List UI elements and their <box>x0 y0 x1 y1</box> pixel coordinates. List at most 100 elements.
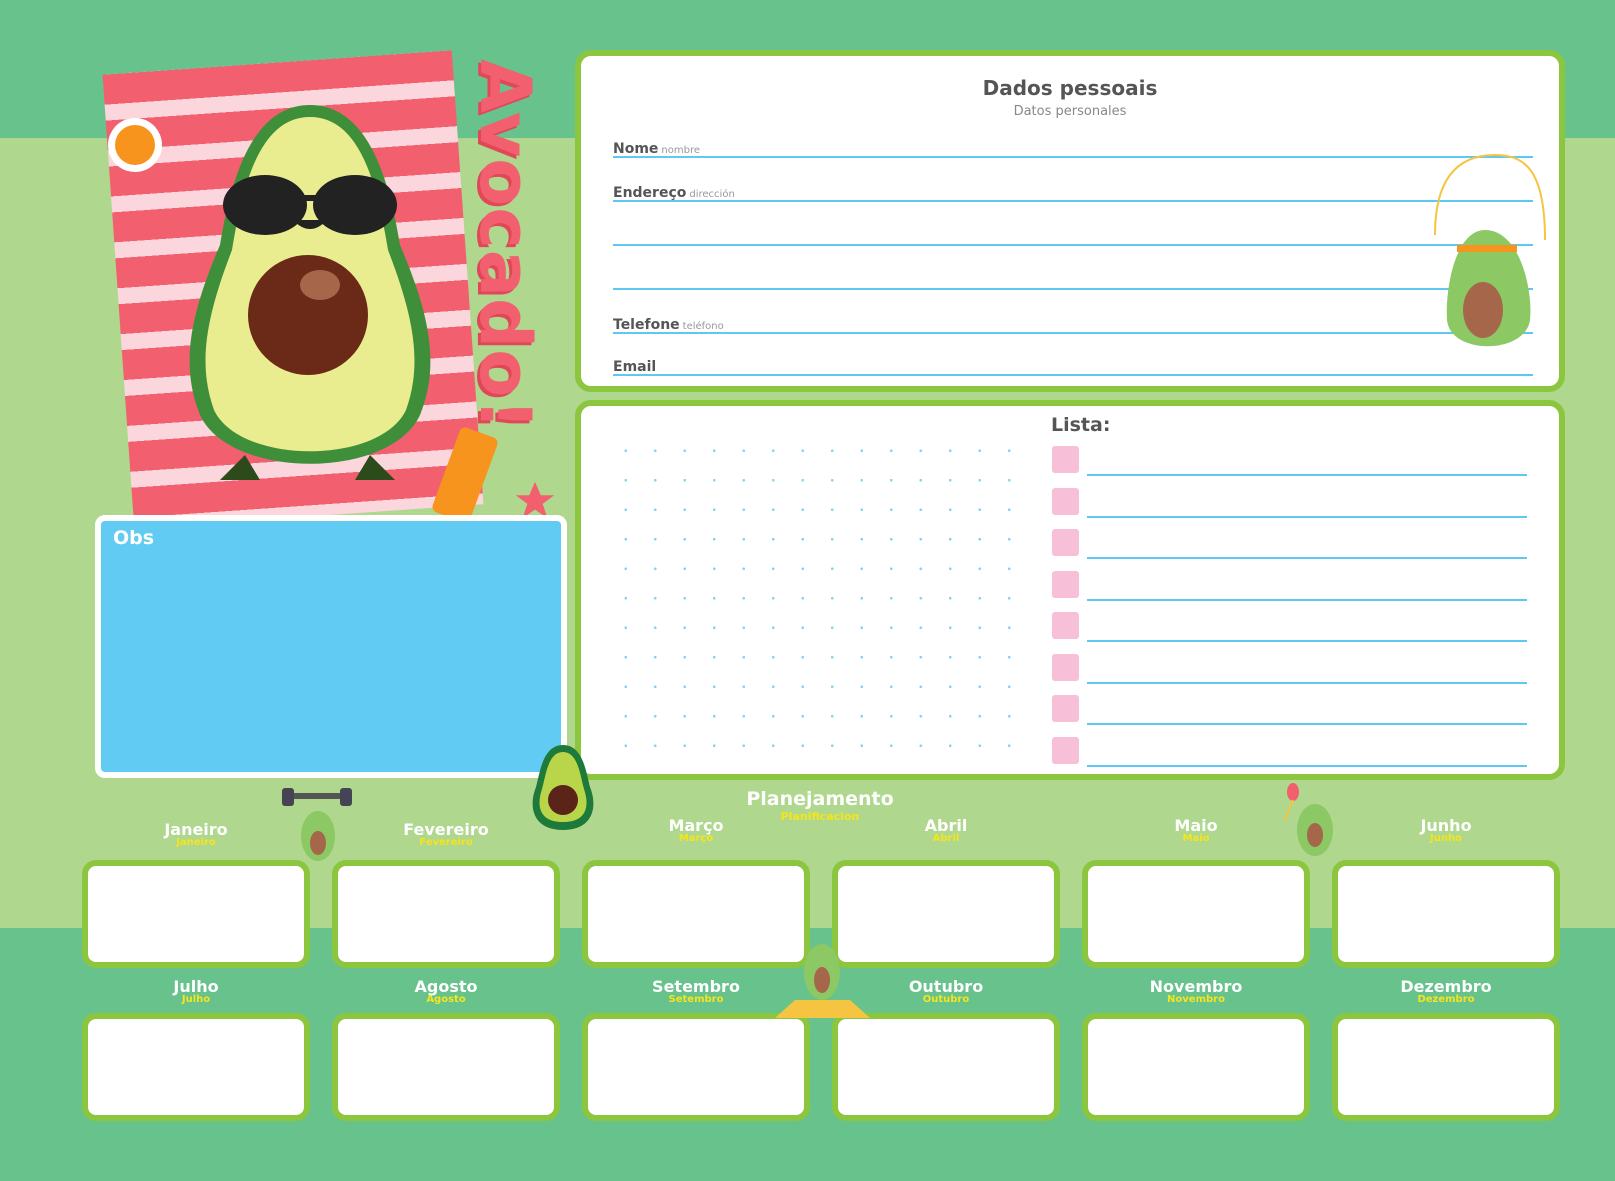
personal-subtitle: Datos personales <box>1013 104 1127 119</box>
list-checkbox[interactable] <box>1052 570 1079 598</box>
list-line[interactable] <box>1087 640 1527 642</box>
list-item[interactable] <box>1052 612 1527 642</box>
month-box-dezembro[interactable] <box>1332 1013 1560 1121</box>
month-name: Junho <box>1420 816 1472 835</box>
month-label-abril: Abril Abril <box>832 816 1060 844</box>
month-box-janeiro[interactable] <box>82 860 310 968</box>
month-name: Outubro <box>908 977 984 996</box>
month-box-maio[interactable] <box>1082 860 1310 968</box>
month-label-novembro: Novembro Novembro <box>1082 977 1310 1005</box>
address-sublabel: dirección <box>689 189 735 200</box>
address-line-3[interactable] <box>613 270 1533 290</box>
month-subname: Março <box>678 833 714 844</box>
month-subname: Agosto <box>426 994 466 1005</box>
month-subname: Abril <box>932 833 960 844</box>
month-subname: Outubro <box>922 994 970 1005</box>
personal-data-panel: Dados pessoais Datos personales Nome nomb… <box>575 50 1565 392</box>
list-checkbox[interactable] <box>1052 487 1079 515</box>
list-line[interactable] <box>1087 723 1527 725</box>
month-box-julho[interactable] <box>82 1013 310 1121</box>
month-box-marco[interactable] <box>582 860 810 968</box>
list-line[interactable] <box>1087 681 1527 684</box>
month-box-setembro[interactable] <box>582 1013 810 1121</box>
personal-title: Dados pessoais <box>982 76 1158 100</box>
month-name: Novembro <box>1149 977 1243 996</box>
avocado-yoga-illustration <box>775 944 870 1018</box>
list-item[interactable] <box>1052 529 1527 559</box>
month-subname: Dezembro <box>1417 994 1475 1005</box>
list-line[interactable] <box>1087 515 1527 518</box>
list-panel: Lista: <box>575 400 1565 780</box>
avocado-badminton-illustration <box>1284 783 1333 856</box>
avocado-sunglasses-illustration <box>189 105 431 480</box>
month-name: Maio <box>1174 816 1218 835</box>
obs-label: Obs <box>113 527 155 549</box>
month-box-fevereiro[interactable] <box>332 860 560 968</box>
list-item[interactable] <box>1052 446 1527 476</box>
list-checkbox[interactable] <box>1052 695 1079 722</box>
month-label-junho: Junho Junho <box>1332 816 1560 844</box>
name-label: Nome <box>613 141 659 157</box>
month-name: Janeiro <box>164 820 228 839</box>
avocado-jump-rope-illustration <box>1434 153 1546 347</box>
month-box-abril[interactable] <box>832 860 1060 968</box>
address-line-2[interactable] <box>613 226 1533 246</box>
planning-subtitle: Planificacion <box>780 810 860 823</box>
month-label-julho: Julho Julho <box>82 977 310 1005</box>
name-sublabel: nombre <box>661 145 701 156</box>
month-name: Fevereiro <box>403 820 489 839</box>
address-field[interactable]: Endereço dirección <box>613 182 1533 202</box>
email-field[interactable]: Email <box>613 356 1533 376</box>
list-line[interactable] <box>1087 598 1527 601</box>
list-item[interactable] <box>1052 736 1527 767</box>
month-box-agosto[interactable] <box>332 1013 560 1121</box>
month-subname: Junho <box>1430 833 1462 844</box>
month-name: Setembro <box>652 977 740 996</box>
phone-sublabel: teléfono <box>682 321 724 332</box>
phone-label: Telefone <box>613 317 680 333</box>
month-label-janeiro: Janeiro Janeiro <box>82 820 310 848</box>
phone-field[interactable]: Telefone teléfono <box>613 314 1533 334</box>
star-icon <box>515 481 555 519</box>
brand-title: Avocado! <box>464 58 546 432</box>
month-label-setembro: Setembro Setembro <box>582 977 810 1005</box>
month-subname: Janeiro <box>176 837 216 848</box>
list-line[interactable] <box>1087 557 1527 559</box>
obs-box[interactable]: Obs <box>95 515 567 778</box>
list-item[interactable] <box>1052 570 1527 601</box>
month-name: Julho <box>173 977 219 996</box>
month-name: Abril <box>924 816 968 835</box>
list-item[interactable] <box>1052 695 1527 725</box>
email-label: Email <box>613 359 657 375</box>
list-line[interactable] <box>1087 764 1527 767</box>
orange-juice-icon <box>108 118 162 172</box>
dot-grid-area[interactable] <box>611 436 1031 766</box>
list-checkbox[interactable] <box>1052 736 1079 764</box>
month-subname: Novembro <box>1167 994 1225 1005</box>
list-checkbox[interactable] <box>1052 446 1079 473</box>
address-label: Endereço <box>613 185 687 201</box>
month-subname: Maio <box>1182 833 1210 844</box>
list-item[interactable] <box>1052 487 1527 518</box>
avocado-half-icon <box>532 745 594 830</box>
planning-header: Planejamento Planificacion <box>720 788 920 823</box>
list-checkbox[interactable] <box>1052 529 1079 556</box>
avocado-weightlifting-illustration <box>282 788 352 861</box>
month-label-maio: Maio Maio <box>1082 816 1310 844</box>
month-name: Março <box>668 816 724 835</box>
list-checkbox[interactable] <box>1052 612 1079 639</box>
list-checkbox[interactable] <box>1052 653 1079 681</box>
planning-title: Planejamento <box>746 788 894 810</box>
name-field[interactable]: Nome nombre <box>613 138 1533 158</box>
month-label-agosto: Agosto Agosto <box>332 977 560 1005</box>
month-label-marco: Março Março <box>582 816 810 844</box>
list-line[interactable] <box>1087 474 1527 476</box>
month-name: Agosto <box>414 977 478 996</box>
month-label-outubro: Outubro Outubro <box>832 977 1060 1005</box>
month-box-outubro[interactable] <box>832 1013 1060 1121</box>
month-box-junho[interactable] <box>1332 860 1560 968</box>
list-item[interactable] <box>1052 653 1527 684</box>
month-subname: Setembro <box>668 994 724 1005</box>
list-title: Lista: <box>1051 414 1111 436</box>
month-box-novembro[interactable] <box>1082 1013 1310 1121</box>
